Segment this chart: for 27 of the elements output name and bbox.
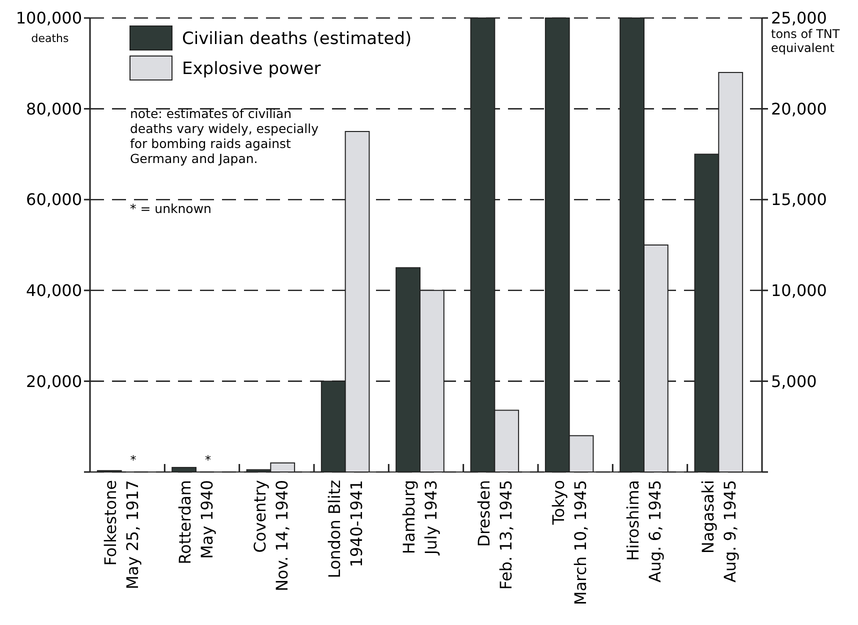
x-tick-label: Hiroshima Aug. 6, 1945 <box>624 480 665 582</box>
y-tick-label: 40,000 <box>26 281 82 300</box>
y-tick-label: 100,000 <box>16 8 82 28</box>
x-tick-label: Hamburg July 1943 <box>400 480 441 556</box>
x-tick-label: Folkestone May 25, 1917 <box>100 480 142 590</box>
x-tick-label: London Blitz 1940-1941 <box>324 480 366 578</box>
y-tick-label: 20,000 <box>26 372 82 391</box>
y2-tick-label: 15,000 <box>771 190 827 210</box>
x-tick-label: Nagasaki Aug. 9, 1945 <box>698 480 740 582</box>
annotation: note: estimates of civilian deaths vary widely, especially for bombing raids against Germany and Japan. <box>130 106 320 166</box>
annotation: * = unknown <box>130 200 212 216</box>
x-tick-label: Rotterdam May 1940 <box>176 480 217 564</box>
annotation: * <box>204 453 211 467</box>
x-tick-label: Dresden Feb. 13, 1945 <box>474 480 516 590</box>
y-tick-label: 80,000 <box>26 99 82 118</box>
x-tick-label: Tokyo March 10, 1945 <box>548 480 590 606</box>
legend-label: Civilian deaths (estimated) <box>182 28 412 49</box>
y2-axis-title: tons of TNT equivalent <box>771 27 840 55</box>
legend-label: Explosive power <box>182 58 321 79</box>
x-tick-label: Coventry Nov. 14, 1940 <box>250 480 292 592</box>
y2-tick-label: 20,000 <box>771 99 827 118</box>
y2-tick-label: 25,000 <box>771 8 827 28</box>
y-axis-title: deaths <box>31 32 70 45</box>
y2-tick-label: 10,000 <box>771 281 827 300</box>
annotation: * <box>130 453 136 467</box>
y2-tick-label: 5,000 <box>771 372 817 391</box>
y-tick-label: 60,000 <box>26 190 82 210</box>
